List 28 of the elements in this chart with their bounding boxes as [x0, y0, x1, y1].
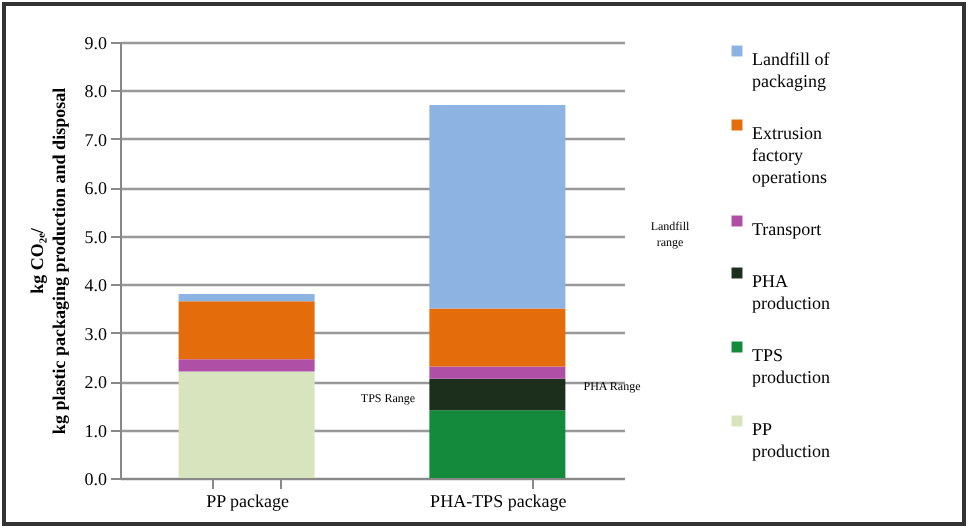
y-tick-label: 3.0: [84, 323, 108, 344]
bar: [178, 293, 315, 302]
bar: [178, 371, 315, 478]
bar: [429, 104, 566, 309]
bar: [429, 366, 566, 379]
bar: [178, 359, 315, 372]
legend-label: Transport: [752, 219, 823, 239]
y-tick-label: 1.0: [84, 420, 108, 441]
legend-label: TPS production: [752, 345, 831, 387]
y-tick-label: 4.0: [84, 275, 108, 296]
y-tick-label: 5.0: [84, 226, 108, 247]
bar: [429, 378, 566, 411]
legend-label: Extrusion factory operations: [752, 123, 828, 187]
y-tick-label: 6.0: [84, 178, 108, 199]
y-tick-label: 7.0: [84, 129, 108, 150]
legend-label: PHA production: [752, 271, 831, 313]
legend-label: PP production: [752, 419, 831, 461]
y-tick-label: 8.0: [84, 81, 108, 102]
bar: [429, 308, 566, 367]
y-axis-title: kg CO₂ₑ/ kg plastic packaging production and disposal: [26, 86, 69, 435]
y-tick-label: 9.0: [84, 33, 108, 53]
x-tick-label: PP package: [206, 491, 290, 511]
y-tick-label: 2.0: [84, 372, 108, 393]
bar: [178, 301, 315, 360]
bar: [429, 410, 566, 478]
y-tick-label: 0.0: [84, 469, 108, 489]
legend-label: Landfill of packaging: [752, 49, 830, 91]
x-tick-label: PHA-TPS package: [430, 491, 567, 511]
